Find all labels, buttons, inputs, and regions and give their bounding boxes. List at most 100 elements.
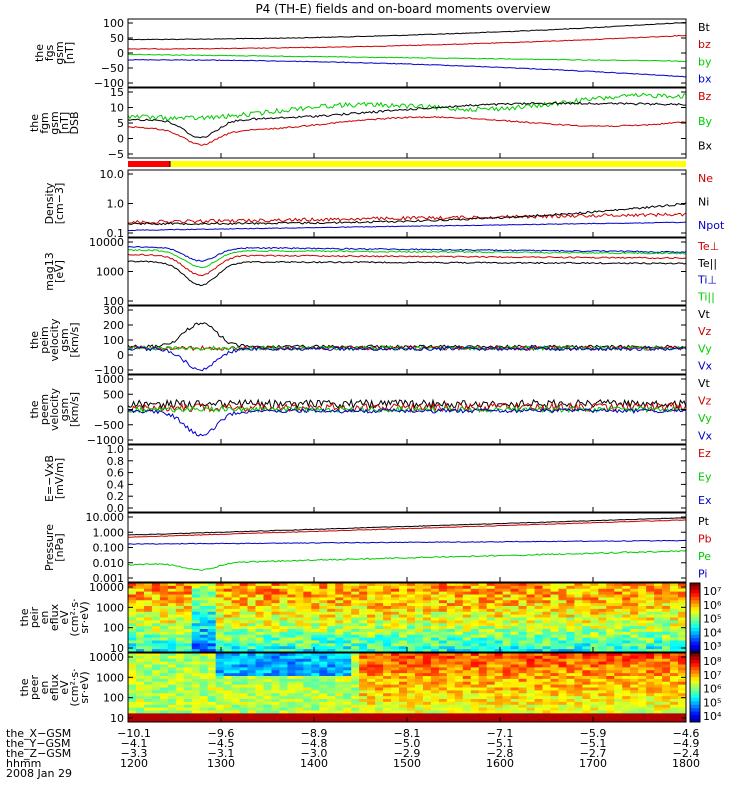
heatmap-cell: [478, 678, 488, 683]
heatmap-cell: [670, 696, 679, 700]
heatmap-cell: [430, 670, 440, 674]
heatmap-cell: [303, 591, 312, 595]
heatmap-cell: [143, 597, 153, 601]
heatmap-cell: [391, 600, 400, 604]
heatmap-cell: [630, 626, 639, 630]
panel-peir: 10⁷10⁶10⁵10⁴10³10000100010010thepeirenef…: [18, 581, 722, 655]
heatmap-cell: [231, 646, 241, 650]
heatmap-cell: [550, 617, 559, 621]
y-tick-label: 1000: [96, 373, 124, 386]
heatmap-cell: [454, 637, 464, 641]
heatmap-cell: [215, 617, 225, 621]
heatmap-cell: [359, 713, 368, 717]
heatmap-cell: [375, 631, 384, 636]
heatmap-cell: [343, 585, 352, 590]
heatmap-cell: [470, 626, 480, 630]
heatmap-cell: [375, 643, 384, 647]
heatmap-cell: [470, 649, 480, 653]
heatmap-cell: [438, 716, 448, 720]
heatmap-cell: [430, 623, 440, 627]
heatmap-cell: [646, 707, 655, 711]
heatmap-cell: [582, 603, 591, 607]
heatmap-cell: [462, 696, 472, 700]
heatmap-cell: [151, 684, 161, 688]
heatmap-cell: [590, 678, 599, 683]
heatmap-cell: [255, 658, 265, 663]
heatmap-cell: [454, 603, 464, 607]
heatmap-cell: [143, 634, 153, 639]
heatmap-cell: [383, 588, 392, 593]
heatmap-cell: [438, 693, 448, 697]
heatmap-cell: [486, 661, 496, 665]
heatmap-cell: [367, 614, 376, 618]
heatmap-cell: [399, 646, 408, 650]
heatmap-cell: [319, 653, 328, 657]
heatmap-cell: [311, 594, 320, 598]
heatmap-cell: [422, 661, 432, 665]
heatmap-cell: [678, 608, 687, 613]
heatmap-cell: [518, 690, 528, 694]
heatmap-cell: [359, 646, 368, 650]
heatmap-cell: [438, 696, 448, 700]
heatmap-cell: [287, 623, 296, 627]
heatmap-cell: [454, 655, 464, 660]
heatmap-cell: [159, 583, 169, 587]
heatmap-cell: [215, 678, 225, 683]
heatmap-cell: [622, 583, 631, 587]
heatmap-cell: [215, 588, 225, 593]
y-tick-label: 1.000: [93, 526, 125, 539]
heatmap-cell: [335, 661, 344, 665]
colorbar-segment: [690, 638, 700, 643]
heatmap-cell: [646, 626, 655, 630]
heatmap-cell: [566, 699, 575, 703]
heatmap-cell: [670, 676, 679, 680]
heatmap-cell: [414, 585, 424, 590]
heatmap-cell: [191, 678, 201, 683]
heatmap-cell: [646, 649, 655, 653]
heatmap-cell: [654, 600, 663, 604]
heatmap-cell: [614, 719, 623, 723]
heatmap-cell: [566, 670, 575, 674]
heatmap-cell: [343, 623, 352, 627]
heatmap-cell: [486, 614, 496, 618]
heatmap-cell: [247, 614, 257, 618]
heatmap-cell: [430, 606, 440, 610]
heatmap-cell: [574, 658, 583, 663]
heatmap-cell: [343, 653, 352, 657]
heatmap-cell: [446, 681, 456, 686]
heatmap-cell: [239, 690, 249, 694]
heatmap-cell: [558, 693, 567, 697]
heatmap-cell: [279, 653, 288, 657]
heatmap-cell: [590, 608, 599, 613]
series-line-peem-0: [127, 398, 687, 410]
heatmap-cell: [526, 658, 536, 663]
heatmap-cell: [343, 649, 352, 653]
heatmap-cell: [367, 620, 376, 624]
heatmap-cell: [414, 626, 424, 630]
heatmap-cell: [255, 617, 265, 621]
heatmap-cell: [662, 678, 671, 683]
heatmap-cell: [590, 696, 599, 700]
heatmap-cell: [271, 603, 280, 607]
heatmap-cell: [430, 664, 440, 668]
heatmap-cell: [391, 687, 400, 691]
heatmap-cell: [574, 664, 583, 668]
heatmap-cell: [438, 690, 448, 694]
heatmap-cell: [383, 707, 392, 711]
heatmap-cell: [319, 646, 328, 650]
heatmap-cell: [670, 585, 679, 590]
heatmap-cell: [494, 608, 504, 613]
heatmap-cell: [678, 701, 687, 706]
heatmap-cell: [646, 713, 655, 717]
heatmap-cell: [279, 620, 288, 624]
heatmap-cell: [590, 591, 599, 595]
heatmap-cell: [135, 693, 145, 697]
heatmap-cell: [526, 594, 536, 598]
heatmap-cell: [319, 591, 328, 595]
heatmap-cell: [502, 617, 512, 621]
heatmap-cell: [367, 646, 376, 650]
heatmap-cell: [167, 585, 177, 590]
heatmap-cell: [470, 629, 480, 633]
heatmap-cell: [478, 710, 488, 714]
heatmap-cell: [454, 597, 464, 601]
